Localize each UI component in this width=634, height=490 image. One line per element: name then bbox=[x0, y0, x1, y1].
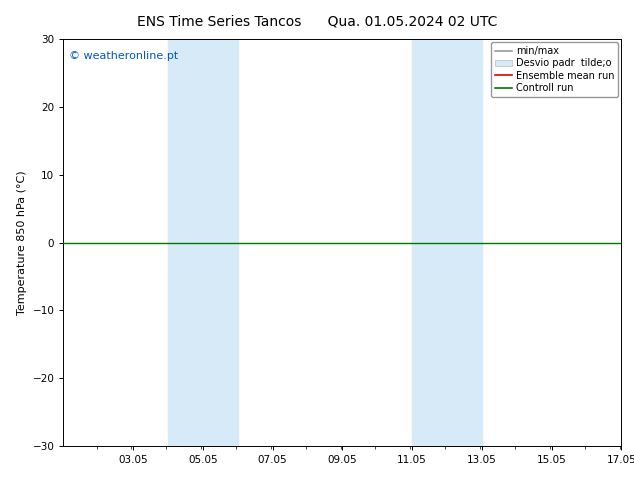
Bar bbox=[168, 39, 238, 446]
Text: ENS Time Series Tancos      Qua. 01.05.2024 02 UTC: ENS Time Series Tancos Qua. 01.05.2024 0… bbox=[137, 15, 497, 29]
Legend: min/max, Desvio padr  tilde;o, Ensemble mean run, Controll run: min/max, Desvio padr tilde;o, Ensemble m… bbox=[491, 42, 618, 97]
Text: © weatheronline.pt: © weatheronline.pt bbox=[69, 51, 178, 61]
Bar bbox=[412, 39, 482, 446]
Y-axis label: Temperature 850 hPa (°C): Temperature 850 hPa (°C) bbox=[17, 170, 27, 315]
